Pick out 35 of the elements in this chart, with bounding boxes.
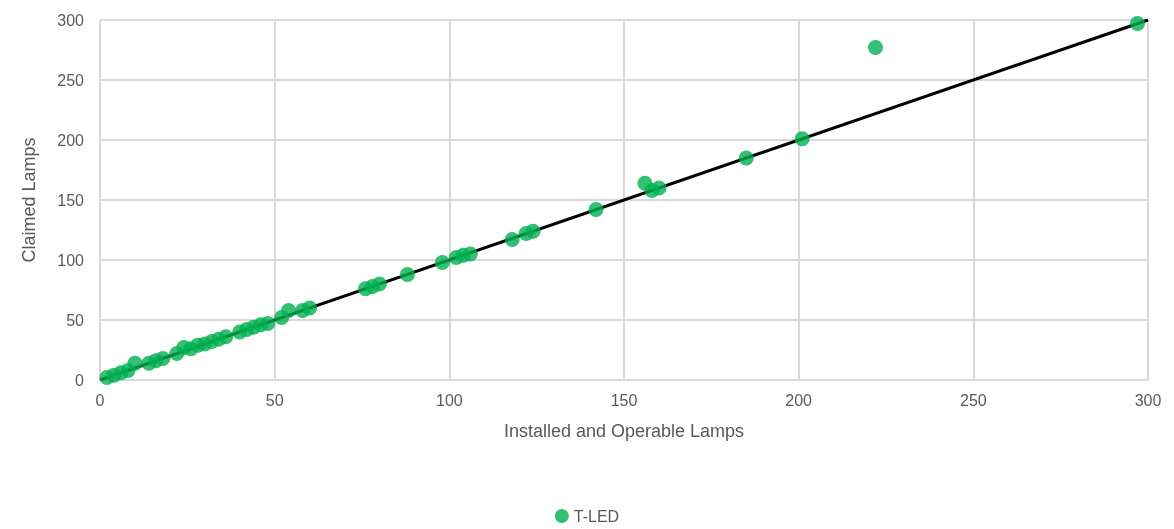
point: [738, 150, 754, 166]
x-tick-label: 300: [1134, 391, 1162, 409]
point: [218, 329, 234, 345]
y-tick-label: 50: [66, 311, 85, 329]
point: [399, 266, 415, 282]
point: [794, 131, 810, 147]
y-tick-label: 150: [57, 191, 85, 209]
x-tick-label: 50: [265, 391, 284, 409]
y-tick-label: 0: [75, 371, 85, 389]
x-axis-title: Installed and Operable Lamps: [503, 421, 745, 441]
point: [651, 180, 667, 196]
y-tick-label: 100: [57, 251, 85, 269]
y-tick-label: 300: [57, 11, 85, 29]
x-tick-label: 200: [785, 391, 813, 409]
point: [155, 350, 171, 366]
y-tick-label: 250: [57, 71, 85, 89]
point: [525, 223, 541, 239]
x-tick-label: 250: [959, 391, 987, 409]
x-tick-label: 150: [610, 391, 638, 409]
point: [868, 40, 884, 56]
y-tick-label: 200: [57, 131, 85, 149]
legend-label: T-LED: [573, 507, 620, 525]
point: [260, 316, 276, 332]
point: [1130, 16, 1146, 32]
point: [302, 300, 318, 316]
x-tick-label: 100: [435, 391, 463, 409]
y-axis-title: Claimed Lamps: [19, 137, 39, 263]
point: [127, 355, 143, 371]
point: [434, 254, 450, 270]
x-tick-label: 0: [95, 391, 105, 409]
point: [371, 276, 387, 292]
point: [462, 246, 478, 262]
point: [281, 302, 297, 318]
point: [588, 202, 604, 218]
point: [504, 232, 520, 248]
